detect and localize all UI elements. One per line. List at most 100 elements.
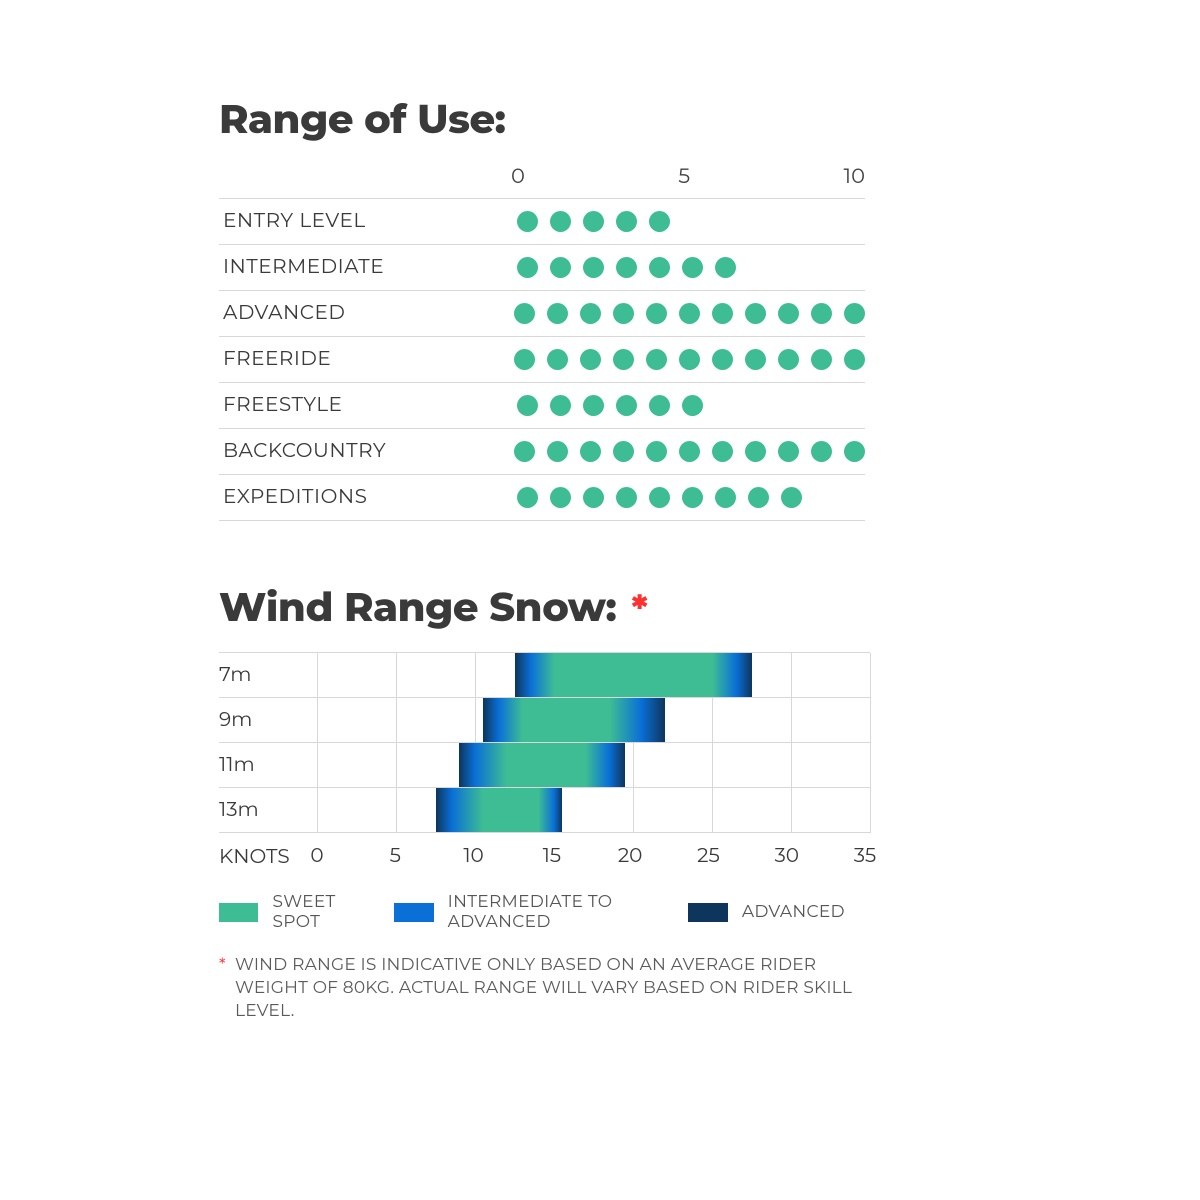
rating-dot	[613, 349, 634, 370]
rating-dot	[646, 303, 667, 324]
rating-dot	[679, 441, 700, 462]
knots-tick: 30	[774, 844, 799, 868]
range-row-label: FREERIDE	[219, 347, 514, 371]
rating-dot	[745, 303, 766, 324]
rating-dot	[811, 303, 832, 324]
rating-dot	[550, 211, 571, 232]
wind-range-bar	[515, 653, 752, 697]
rating-dot	[781, 487, 802, 508]
rating-dot	[583, 395, 604, 416]
legend-label: ADVANCED	[742, 902, 845, 922]
rating-dot	[616, 487, 637, 508]
range-title: Range of Use:	[219, 95, 865, 144]
range-scale: 0 5 10	[511, 164, 865, 189]
range-row-label: ADVANCED	[219, 301, 514, 325]
rating-dot	[547, 441, 568, 462]
rating-dot	[613, 303, 634, 324]
range-row-dots	[517, 395, 865, 416]
rating-dot	[715, 257, 736, 278]
knots-tick: 25	[697, 844, 720, 868]
rating-dot	[811, 349, 832, 370]
rating-dot	[613, 441, 634, 462]
footnote-text: WIND RANGE IS INDICATIVE ONLY BASED ON A…	[235, 954, 865, 1023]
wind-row-label: 11m	[219, 743, 317, 787]
rating-dot	[517, 487, 538, 508]
knots-tick: 35	[854, 844, 876, 868]
range-row: BACKCOUNTRY	[219, 429, 865, 475]
range-row: INTERMEDIATE	[219, 245, 865, 291]
rating-dot	[514, 441, 535, 462]
rating-dot	[715, 487, 736, 508]
range-row-label: INTERMEDIATE	[219, 255, 517, 279]
wind-title-text: Wind Range Snow:	[219, 583, 616, 632]
range-row-label: EXPEDITIONS	[219, 485, 517, 509]
rating-dot	[517, 257, 538, 278]
wind-row-label: 9m	[219, 698, 317, 742]
wind-row: 7m	[219, 653, 870, 698]
rating-dot	[550, 487, 571, 508]
rating-dot	[547, 349, 568, 370]
rating-dot	[649, 211, 670, 232]
range-row: FREERIDE	[219, 337, 865, 383]
wind-row-label: 13m	[219, 788, 317, 832]
wind-row: 11m	[219, 743, 870, 788]
range-row: ENTRY LEVEL	[219, 199, 865, 245]
rating-dot	[547, 303, 568, 324]
range-row-dots	[514, 441, 865, 462]
rating-dot	[583, 257, 604, 278]
range-row: ADVANCED	[219, 291, 865, 337]
wind-range-bar	[436, 788, 562, 832]
wind-footnote: * WIND RANGE IS INDICATIVE ONLY BASED ON…	[219, 954, 865, 1023]
legend-swatch	[219, 903, 258, 922]
wind-row-bar-area	[317, 743, 870, 787]
knots-label: KNOTS	[219, 845, 317, 869]
range-row-dots	[517, 211, 865, 232]
rating-dot	[583, 487, 604, 508]
range-scale-tick: 10	[844, 164, 865, 189]
range-row: EXPEDITIONS	[219, 475, 865, 521]
range-scale-tick: 0	[511, 164, 525, 189]
rating-dot	[580, 441, 601, 462]
knots-tick: 20	[618, 844, 643, 868]
legend-label: INTERMEDIATE TO ADVANCED	[448, 892, 655, 932]
rating-dot	[616, 211, 637, 232]
rating-dot	[583, 211, 604, 232]
rating-dot	[844, 349, 865, 370]
legend-swatch	[394, 903, 433, 922]
rating-dot	[745, 441, 766, 462]
rating-dot	[517, 395, 538, 416]
rating-dot	[682, 257, 703, 278]
wind-row: 9m	[219, 698, 870, 743]
rating-dot	[712, 349, 733, 370]
rating-dot	[778, 441, 799, 462]
rating-dot	[748, 487, 769, 508]
wind-row-label: 7m	[219, 653, 317, 697]
knots-axis: KNOTS 05101520253035	[219, 833, 865, 870]
rating-dot	[844, 303, 865, 324]
rating-dot	[712, 441, 733, 462]
range-row-label: ENTRY LEVEL	[219, 209, 517, 233]
rating-dot	[514, 349, 535, 370]
rating-dot	[811, 441, 832, 462]
knots-tick: 15	[543, 844, 562, 868]
rating-dot	[646, 441, 667, 462]
range-row-label: BACKCOUNTRY	[219, 439, 514, 463]
rating-dot	[514, 303, 535, 324]
rating-dot	[550, 257, 571, 278]
rating-dot	[517, 211, 538, 232]
wind-range-chart: 7m9m11m13m	[219, 652, 870, 833]
rating-dot	[649, 487, 670, 508]
rating-dot	[646, 349, 667, 370]
range-of-use-chart: 0 5 10 ENTRY LEVEL INTERMEDIATE ADVANCED FREE…	[219, 164, 865, 521]
rating-dot	[745, 349, 766, 370]
range-row: FREESTYLE	[219, 383, 865, 429]
rating-dot	[580, 349, 601, 370]
rating-dot	[712, 303, 733, 324]
range-row-dots	[517, 487, 865, 508]
range-scale-header: 0 5 10	[219, 164, 865, 199]
rating-dot	[778, 349, 799, 370]
wind-row: 13m	[219, 788, 870, 833]
wind-row-bar-area	[317, 698, 870, 742]
range-row-dots	[514, 303, 865, 324]
range-scale-tick: 5	[678, 164, 690, 189]
